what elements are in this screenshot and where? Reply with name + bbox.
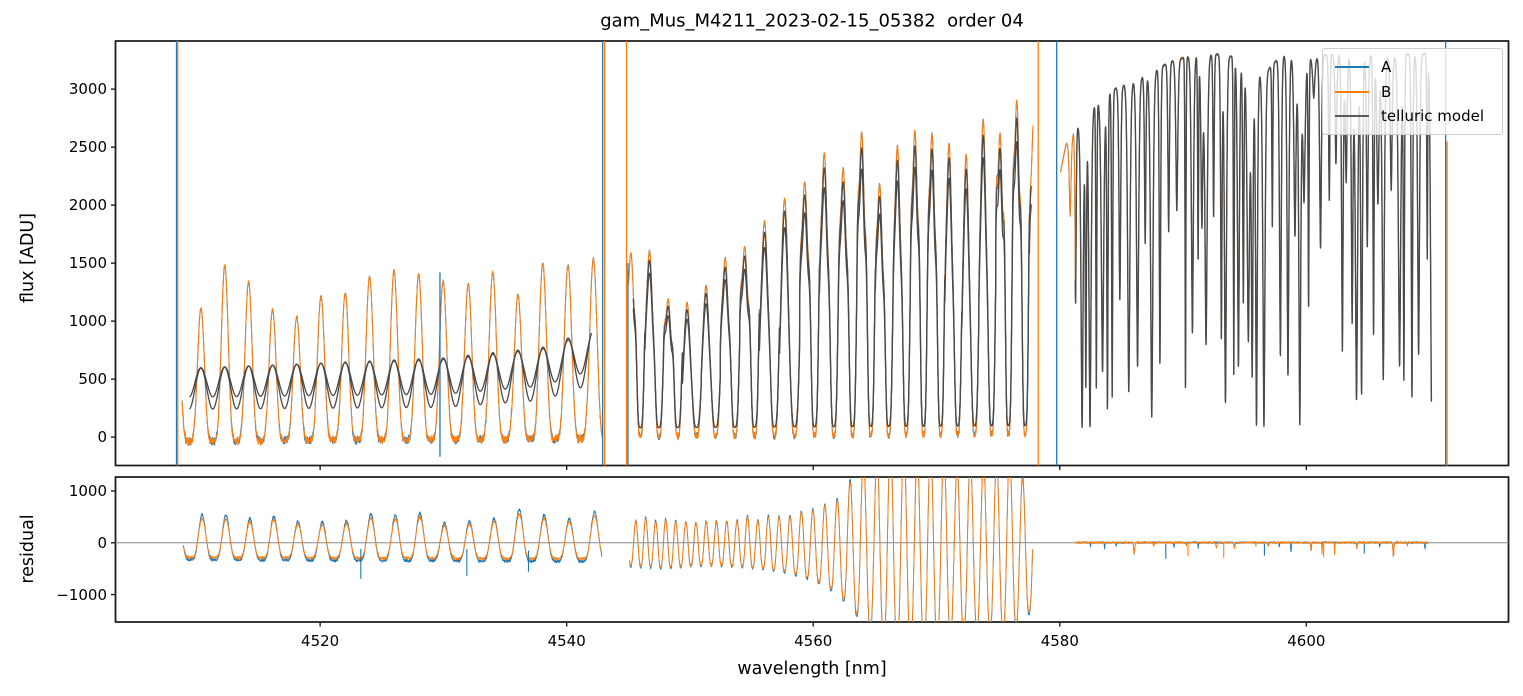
flux-axis-label: flux [ADU] (18, 213, 38, 303)
flux-y-tick-label: 1000 (68, 312, 107, 331)
flux-y-tick-label: 2500 (68, 138, 107, 157)
wavelength-axis-label: wavelength [nm] (737, 659, 887, 679)
flux-y-tick-label: 500 (78, 370, 107, 389)
residual-y-tick-label: 0 (97, 533, 107, 552)
legend-line-a-icon (1335, 65, 1369, 68)
legend-label-b: B (1381, 82, 1392, 101)
legend-item-b: B (1335, 83, 1502, 101)
legend-label-telluric-model: telluric model (1381, 107, 1485, 126)
flux-y-tick-label: 0 (97, 428, 107, 447)
legend-line-telluric-icon (1335, 115, 1369, 118)
x-tick-label: 4560 (794, 632, 833, 650)
x-tick-label: 4580 (1040, 632, 1079, 650)
flux-y-tick-label: 1500 (68, 254, 107, 273)
legend-label-a: A (1381, 57, 1392, 76)
x-tick-label: 4540 (547, 632, 586, 650)
residual-axis-label: residual (18, 514, 38, 584)
residual-y-tick-label: 1000 (68, 481, 107, 500)
flux-y-tick-label: 3000 (68, 80, 107, 99)
flux-y-tick-label: 2000 (68, 196, 107, 215)
legend-line-b-icon (1335, 90, 1369, 93)
x-tick-label: 4520 (301, 632, 340, 650)
legend: A B telluric model (1322, 48, 1503, 135)
residual-y-tick-label: −1000 (56, 585, 107, 604)
plot-title: gam_Mus_M4211_2023-02-15_05382 order 04 (600, 10, 1024, 32)
legend-item-a: A (1335, 58, 1502, 76)
x-tick-label: 4600 (1287, 632, 1326, 650)
legend-item-telluric-model: telluric model (1335, 107, 1502, 125)
